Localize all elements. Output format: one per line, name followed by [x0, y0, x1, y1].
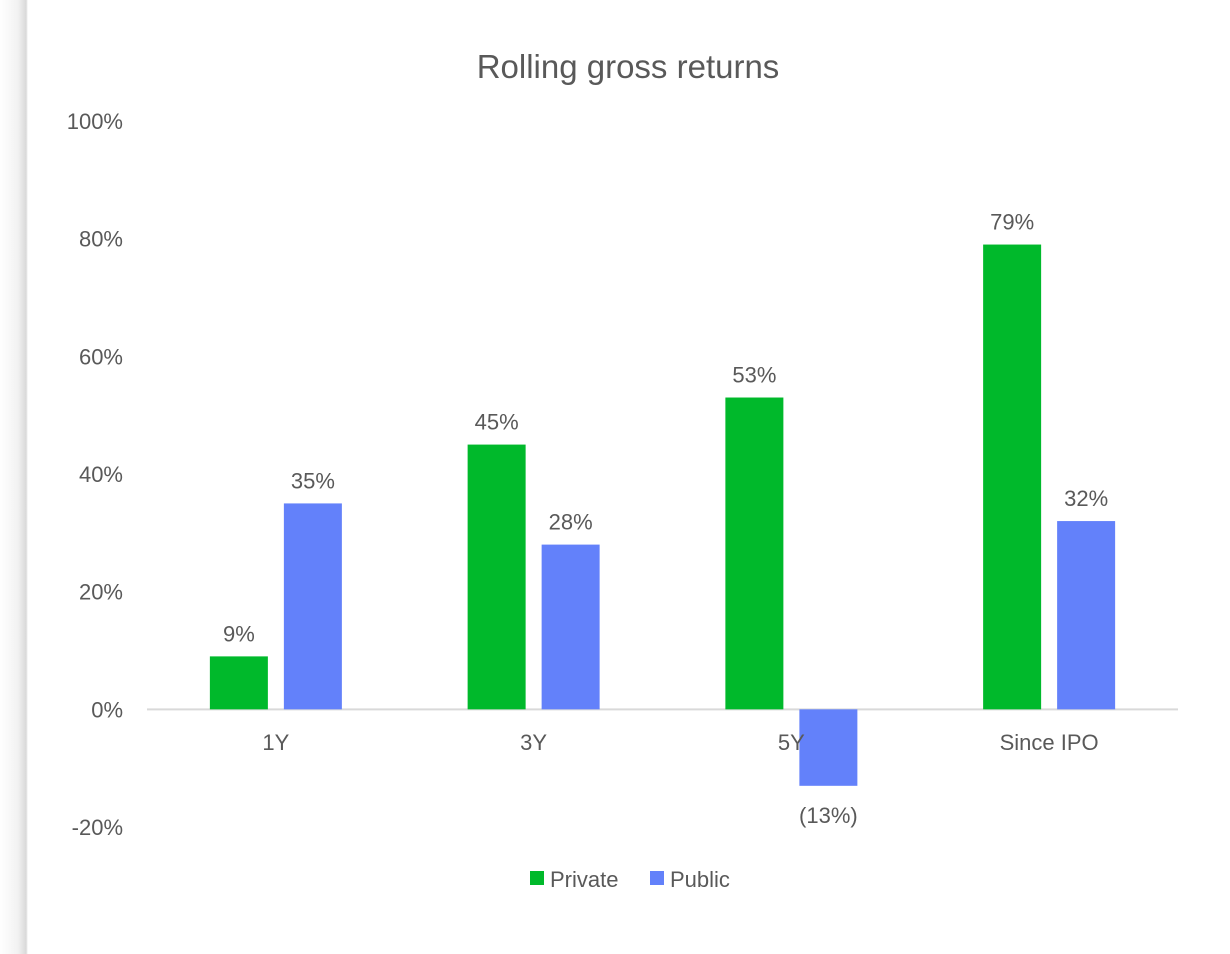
data-label: 32% [1064, 486, 1108, 511]
x-tick-label: 1Y [262, 730, 289, 755]
legend-swatch-public [650, 871, 664, 885]
data-label: 45% [475, 410, 519, 435]
y-axis: 100% 80% 60% 40% 20% 0% -20% [67, 109, 123, 840]
bars-group [209, 244, 1116, 786]
y-tick-label: 100% [67, 109, 123, 134]
data-label: 53% [732, 363, 776, 388]
legend-label-public: Public [670, 867, 730, 892]
y-tick-label: 60% [79, 344, 123, 369]
bar-private-5y [725, 397, 784, 710]
legend-swatch-private [530, 871, 544, 885]
chart-card: Rolling gross returns 100% 80% 60% 40% 20% 0%… [28, 0, 1230, 954]
x-axis: 1Y 3Y 5Y Since IPO [262, 730, 1098, 755]
bar-private-1y [209, 656, 268, 710]
data-label: 28% [549, 510, 593, 535]
y-tick-label: 40% [79, 462, 123, 487]
x-tick-label: 5Y [778, 730, 805, 755]
data-label: 79% [990, 210, 1034, 235]
data-label: (13%) [799, 803, 858, 828]
bar-private-3y [467, 444, 526, 710]
x-tick-label: Since IPO [1000, 730, 1099, 755]
y-tick-label: 80% [79, 227, 123, 252]
legend: Private Public [530, 867, 730, 892]
bar-public-1y [283, 503, 342, 710]
bar-chart: Rolling gross returns 100% 80% 60% 40% 20% 0%… [67, 48, 1178, 892]
bar-private-since-ipo [983, 244, 1042, 710]
data-label: 9% [223, 621, 255, 646]
data-labels-group: 9% 35% 45% 28% 53% (13%) 79% 32% [223, 210, 1108, 828]
bar-public-5y [799, 709, 858, 786]
y-tick-label: -20% [72, 815, 123, 840]
y-tick-label: 0% [91, 697, 123, 722]
data-label: 35% [291, 468, 335, 493]
bar-public-3y [541, 544, 600, 710]
left-border-shadow [0, 0, 28, 954]
bar-public-since-ipo [1057, 521, 1116, 710]
legend-label-private: Private [550, 867, 618, 892]
chart-title: Rolling gross returns [477, 48, 780, 85]
x-tick-label: 3Y [520, 730, 547, 755]
y-tick-label: 20% [79, 580, 123, 605]
